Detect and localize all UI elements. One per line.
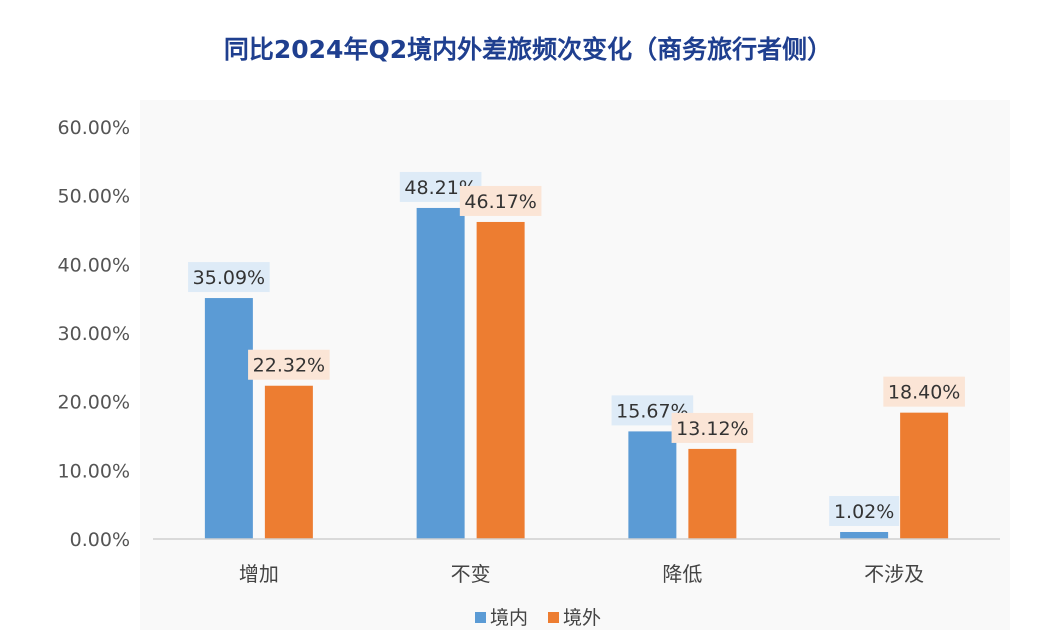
data-label: 18.40% xyxy=(888,382,960,404)
data-label-background xyxy=(459,185,542,216)
data-label: 1.02% xyxy=(834,501,894,523)
bar-group: 15.67%13.12% xyxy=(611,395,754,539)
bar-groups: 35.09% 22.32% 48.21%46.17% 15.67%13.12% 1.02… xyxy=(188,171,965,539)
data-label: 46.17% xyxy=(464,191,536,213)
bar xyxy=(204,298,253,539)
legend-label: 境外 xyxy=(563,607,601,629)
x-category-label: 增加 xyxy=(239,562,279,586)
legend: 境内 境外 xyxy=(475,607,601,629)
bar xyxy=(416,207,465,539)
bar xyxy=(900,412,949,539)
data-label-background xyxy=(248,349,330,380)
bar xyxy=(840,531,889,539)
x-axis: 增加 不变 降低 不涉及 xyxy=(239,562,924,586)
y-tick-label: 0.00% xyxy=(70,529,130,551)
legend-swatch xyxy=(548,612,559,623)
chart-title: 同比2024年Q2境内外差旅频次变化（商务旅行者侧） xyxy=(223,35,833,64)
data-label-background xyxy=(188,262,270,293)
legend-swatch xyxy=(475,612,486,623)
y-tick-label: 10.00% xyxy=(58,460,130,482)
data-label: 15.67% xyxy=(616,400,688,422)
x-category-label: 不涉及 xyxy=(864,562,924,586)
data-label: 35.09% xyxy=(193,267,265,289)
bar xyxy=(628,431,677,539)
data-label-background xyxy=(671,412,754,443)
y-tick-label: 40.00% xyxy=(58,254,130,276)
bar xyxy=(688,448,737,539)
bar xyxy=(476,221,525,539)
bar-group: 48.21%46.17% xyxy=(399,171,542,539)
y-tick-label: 20.00% xyxy=(58,392,130,414)
y-tick-label: 60.00% xyxy=(58,117,130,139)
y-tick-label: 30.00% xyxy=(58,323,130,345)
data-label-background xyxy=(883,376,965,407)
data-label: 22.32% xyxy=(253,355,325,377)
y-axis: 0.00% 10.00% 20.00% 30.00% 40.00% 50.00% 60.00… xyxy=(58,117,130,551)
data-label: 48.21% xyxy=(404,177,476,199)
legend-label: 境内 xyxy=(490,607,528,629)
data-label-background xyxy=(829,495,900,526)
data-label: 13.12% xyxy=(676,418,748,440)
bar xyxy=(264,385,313,539)
bar-group: 35.09% 22.32% xyxy=(188,262,330,539)
bar-group: 1.02% 18.40% xyxy=(829,376,965,539)
x-category-label: 降低 xyxy=(662,562,702,586)
x-category-label: 不变 xyxy=(451,562,491,586)
y-tick-label: 50.00% xyxy=(58,186,130,208)
